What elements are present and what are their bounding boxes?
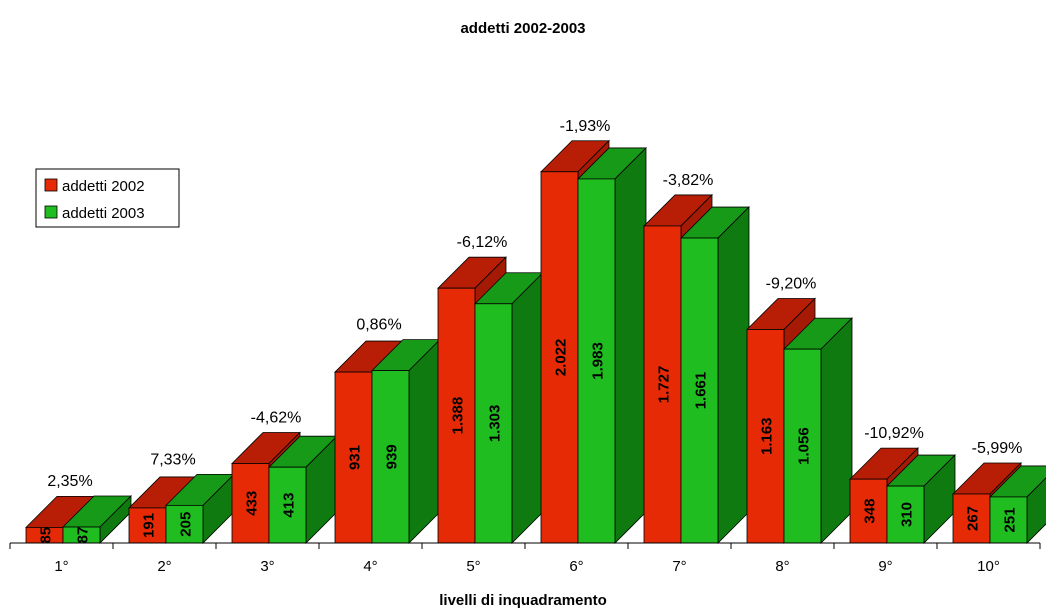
x-tick-label: 8° <box>775 558 789 575</box>
percent-change-label: -3,82% <box>663 172 714 189</box>
bar-value-label: 1.983 <box>590 342 607 380</box>
bar: 1.983 <box>577 146 647 544</box>
percent-change-label: -10,92% <box>864 425 924 442</box>
percent-change-label: 0,86% <box>356 317 401 334</box>
x-tick-label: 9° <box>878 558 892 575</box>
bar-value-label: 1.163 <box>759 417 776 455</box>
bar-value-label: 205 <box>178 512 195 537</box>
x-tick-label: 6° <box>569 558 583 575</box>
legend-swatch-2002 <box>44 178 58 192</box>
bar-value-label: 939 <box>384 444 401 469</box>
bar-group: 2.022 1.983 -1,93% <box>540 118 647 544</box>
bar-group: 191 205 7,33% <box>128 451 235 544</box>
legend-box <box>35 168 180 228</box>
bar: 251 <box>989 465 1046 544</box>
bar-value-label: 348 <box>862 499 879 524</box>
percent-change-label: -6,12% <box>457 234 508 251</box>
bar-value-label: 251 <box>1002 507 1019 532</box>
bar-value-label: 85 <box>38 527 55 544</box>
bars-layer: 85 87 2,35% 191 205 7,33% 433 413 -4,62% 931 939 0,… <box>25 118 1046 544</box>
bar-group: 348 310 -10,92% <box>849 425 956 544</box>
bar-group: 1.388 1.303 -6,12% <box>437 234 544 544</box>
bar-value-label: 267 <box>965 506 982 531</box>
bar: 1.056 <box>783 317 853 544</box>
bar-front <box>165 504 204 544</box>
bar-group: 433 413 -4,62% <box>231 410 338 544</box>
legend-label-2002: addetti 2002 <box>62 178 145 195</box>
bar-side <box>408 338 441 544</box>
bar-front <box>952 493 991 544</box>
bar-value-label: 1.303 <box>487 405 504 443</box>
x-tick-label: 4° <box>363 558 377 575</box>
percent-change-label: -9,20% <box>766 275 817 292</box>
bar-value-label: 2.022 <box>553 339 570 377</box>
percent-change-label: 2,35% <box>47 473 92 490</box>
legend-swatch-2003 <box>44 205 58 219</box>
x-tick-label: 5° <box>466 558 480 575</box>
percent-change-label: 7,33% <box>150 451 195 468</box>
percent-change-label: -4,62% <box>251 410 302 427</box>
bar-front <box>746 329 785 544</box>
x-tick-label: 1° <box>54 558 68 575</box>
x-tick-label: 7° <box>672 558 686 575</box>
x-tick-label: 3° <box>260 558 274 575</box>
bar-group: 267 251 -5,99% <box>952 440 1046 544</box>
bar: 1.661 <box>680 206 750 544</box>
bar-group: 85 87 2,35% <box>25 473 132 544</box>
bar-side <box>511 271 544 544</box>
bar-front <box>783 348 822 544</box>
legend-label-2003: addetti 2003 <box>62 205 145 222</box>
bar-side <box>820 317 853 544</box>
bar-value-label: 1.056 <box>796 427 813 465</box>
x-axis-label: livelli di inquadramento <box>439 592 607 609</box>
bar-front <box>989 496 1028 544</box>
bar-value-label: 87 <box>75 527 92 544</box>
bar-group: 931 939 0,86% <box>334 317 441 544</box>
bar-front <box>540 171 579 544</box>
bar: 939 <box>371 338 441 544</box>
bar-group: 1.727 1.661 -3,82% <box>643 172 750 544</box>
bar-value-label: 1.727 <box>656 366 673 404</box>
bar-value-label: 310 <box>899 502 916 527</box>
x-tick-label: 2° <box>157 558 171 575</box>
chart-title: addetti 2002-2003 <box>460 20 585 37</box>
bar-front <box>474 303 513 544</box>
bar-value-label: 413 <box>281 493 298 518</box>
bar: 1.303 <box>474 271 544 544</box>
percent-change-label: -1,93% <box>560 118 611 135</box>
bar: 87 <box>62 495 132 544</box>
legend: addetti 2002 addetti 2003 <box>35 168 180 228</box>
bar-group: 1.163 1.056 -9,20% <box>746 275 853 544</box>
bar-front <box>680 237 719 544</box>
bar-value-label: 433 <box>244 491 261 516</box>
x-tick-label: 10° <box>977 558 1000 575</box>
bar-front <box>128 507 167 544</box>
bar-value-label: 931 <box>347 445 364 470</box>
percent-change-label: -5,99% <box>972 440 1023 457</box>
bar-side <box>717 206 750 544</box>
bar-value-label: 1.661 <box>693 372 710 410</box>
bar-front <box>371 370 410 544</box>
bar-side <box>614 146 647 544</box>
bar-front <box>231 463 270 544</box>
bar-value-label: 191 <box>141 513 158 538</box>
x-axis: 1° 2° 3° 4° 5° 6° 7° 8° 9° 10° <box>9 542 1041 575</box>
bar-value-label: 1.388 <box>450 397 467 435</box>
